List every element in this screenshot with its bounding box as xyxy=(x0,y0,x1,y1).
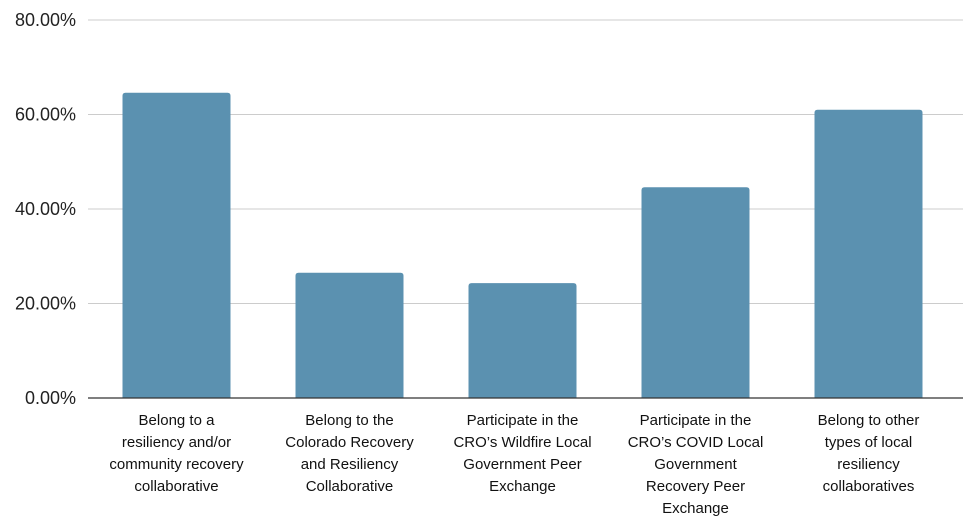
y-tick-label: 20.00% xyxy=(15,294,76,314)
y-tick-label: 80.00% xyxy=(15,10,76,30)
y-tick-label: 40.00% xyxy=(15,199,76,219)
x-category-label-line: Colorado Recovery xyxy=(285,434,414,451)
x-axis: Belong to a resiliency and/or community re… xyxy=(88,397,963,517)
x-category-label-line: Participate in the xyxy=(640,412,752,429)
x-category-label: Belong to the Colorado Recovery and Resili… xyxy=(285,412,414,495)
y-tick-label: 60.00% xyxy=(15,105,76,125)
bars xyxy=(122,92,923,399)
bar xyxy=(122,92,231,398)
x-category-label-line: CRO’s COVID Local xyxy=(628,434,764,451)
x-category-label-line: Belong to other xyxy=(818,412,920,429)
bar xyxy=(468,283,577,398)
x-category-label-line: Recovery Peer xyxy=(646,478,745,495)
x-category-label-line: Belong to a xyxy=(139,412,216,429)
x-category-label-line: community recovery xyxy=(109,456,244,473)
x-category-label-line: collaboratives xyxy=(823,478,915,495)
x-category-label: Belong to other types of local resiliency c… xyxy=(818,412,920,495)
x-category-label-line: Exchange xyxy=(662,500,729,517)
x-category-label-line: resiliency and/or xyxy=(122,434,231,451)
x-category-label-line: Government Peer xyxy=(463,456,581,473)
x-category-label-line: Participate in the xyxy=(467,412,579,429)
y-axis: 0.00% 20.00% 40.00% 60.00% 80.00% xyxy=(15,10,76,408)
x-category-label: Belong to a resiliency and/or community re… xyxy=(109,412,244,495)
x-category-label-line: Belong to the xyxy=(305,412,393,429)
bar xyxy=(814,109,923,399)
bar xyxy=(295,272,404,398)
x-category-label-line: types of local xyxy=(825,434,913,451)
y-tick-label: 0.00% xyxy=(25,388,76,408)
x-category-label-line: Collaborative xyxy=(306,478,394,495)
x-category-label: Participate in the CRO’s COVID Local Gover… xyxy=(628,412,764,517)
x-category-label-line: Exchange xyxy=(489,478,556,495)
x-category-label-line: collaborative xyxy=(134,478,218,495)
x-category-label: Participate in the CRO’s Wildfire Local Go… xyxy=(453,412,591,495)
x-category-label-line: and Resiliency xyxy=(301,456,399,473)
x-category-label-line: resiliency xyxy=(837,456,900,473)
bar xyxy=(641,187,750,398)
x-category-label-line: CRO’s Wildfire Local xyxy=(453,434,591,451)
x-category-label-line: Government xyxy=(654,456,737,473)
